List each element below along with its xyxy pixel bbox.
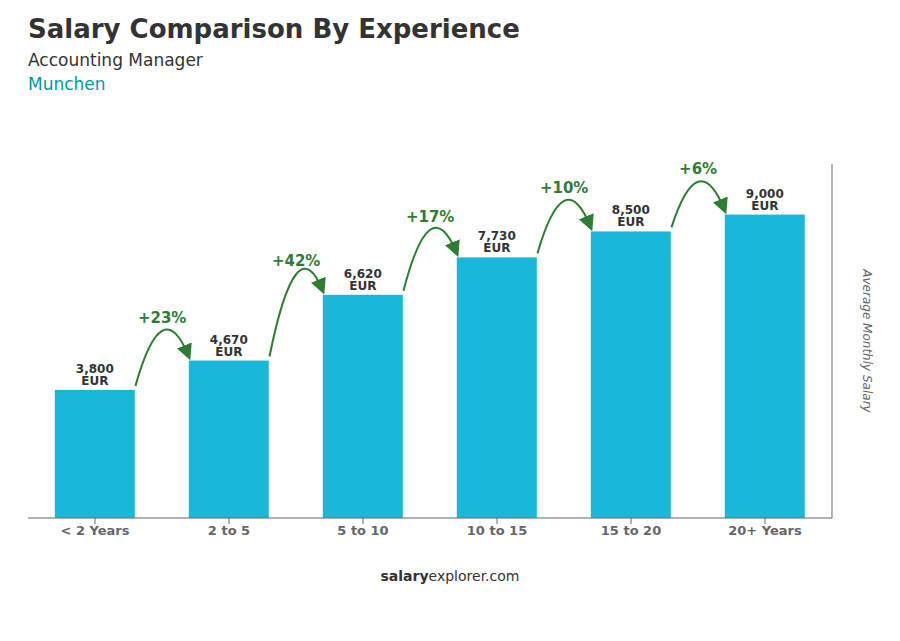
svg-text:+17%: +17%: [406, 208, 454, 226]
html-text:Accounting Manager: Accounting Manager: [28, 50, 203, 70]
svg-text:6,620EUR: 6,620EUR: [344, 267, 382, 293]
html-text:Salary Comparison By Experienc: Salary Comparison By Experience: [28, 14, 520, 44]
svg-text:20+ Years: 20+ Years: [728, 523, 802, 538]
svg-text:10 to 15: 10 to 15: [467, 523, 527, 538]
svg-text:7,730EUR: 7,730EUR: [478, 229, 516, 255]
svg-text:+42%: +42%: [272, 252, 320, 270]
svg-text:15 to 20: 15 to 20: [601, 523, 661, 538]
svg-text:< 2 Years: < 2 Years: [61, 523, 130, 538]
svg-text:+23%: +23%: [138, 309, 186, 327]
svg-text:3,800EUR: 3,800EUR: [76, 362, 114, 388]
html-text:salary explorer.com: salary explorer.com: [380, 568, 520, 584]
svg-text:2 to 5: 2 to 5: [208, 523, 250, 538]
svg-text:9,000EUR: 9,000EUR: [746, 187, 784, 213]
html-text:Munchen: Munchen: [28, 74, 106, 94]
svg-text:Average Monthly Salary: Average Monthly Salary: [860, 268, 874, 413]
svg-text:+10%: +10%: [540, 179, 588, 197]
svg-text:5 to 10: 5 to 10: [337, 523, 388, 538]
svg-text:8,500EUR: 8,500EUR: [612, 203, 650, 229]
svg-text:4,670EUR: 4,670EUR: [210, 333, 248, 359]
svg-text:+6%: +6%: [679, 160, 717, 178]
